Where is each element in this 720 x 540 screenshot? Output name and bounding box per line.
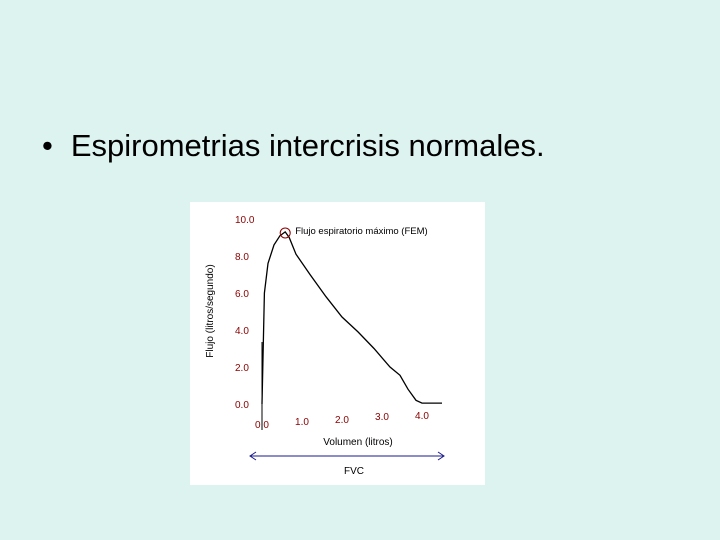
- flow-volume-chart: 0.0 2.0 4.0 6.0 8.0 10.0 0.0 1.0 2.0 3.0 4.0 Fluj…: [205, 215, 445, 477]
- fvc-arrow: [249, 451, 445, 461]
- slide-title-text: Espirometrias intercrisis normales.: [70, 128, 545, 163]
- y-tick-label: 10.0: [235, 215, 255, 226]
- x-tick-label: 2.0: [335, 415, 349, 426]
- y-tick-label: 0.0: [235, 400, 249, 411]
- y-axis-label: Flujo (litros/segundo): [205, 264, 216, 357]
- y-tick-label: 8.0: [235, 252, 249, 263]
- y-tick-label: 2.0: [235, 363, 249, 374]
- bullet-icon: •: [42, 128, 53, 163]
- x-tick-label: 1.0: [295, 417, 309, 428]
- y-tick-label: 6.0: [235, 289, 249, 300]
- y-tick-label: 4.0: [235, 326, 249, 337]
- slide-title: • Espirometrias intercrisis normales.: [42, 128, 545, 164]
- spirometry-figure: 0.0 2.0 4.0 6.0 8.0 10.0 0.0 1.0 2.0 3.0 4.0 Fluj…: [190, 202, 485, 485]
- flow-volume-curve: [261, 230, 442, 405]
- x-axis-label: Volumen (litros): [323, 437, 392, 448]
- x-tick-label: 3.0: [375, 412, 389, 423]
- pef-marker-circle: [279, 227, 291, 239]
- pef-annotation: Flujo espiratorio máximo (FEM): [295, 226, 428, 237]
- x-tick-label: 4.0: [415, 411, 429, 422]
- fvc-label: FVC: [344, 466, 364, 477]
- x-tick-labels: 0.0 1.0 2.0 3.0 4.0: [255, 411, 429, 431]
- y-tick-labels: 0.0 2.0 4.0 6.0 8.0 10.0: [235, 215, 255, 411]
